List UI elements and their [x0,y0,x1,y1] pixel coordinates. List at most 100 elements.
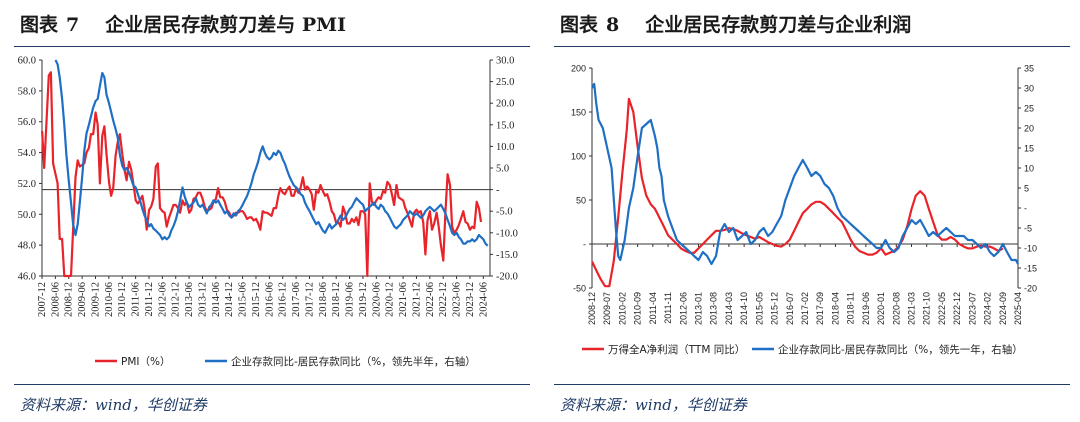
x-tick-label: 2014-03 [724,292,734,325]
x-tick-label: 2013-01 [694,292,704,325]
right-tick-label: 35 [1024,64,1034,74]
x-tick-label: 2025-04 [1013,292,1023,325]
x-tick-label: 2013-12 [197,282,208,317]
left-tick-label: 200 [571,64,586,74]
left-tick-label: 50 [576,196,586,206]
right-tick-label: -20.0 [496,272,518,283]
x-tick-label: 2022-06 [425,282,436,317]
right-tick-label: 15 [1024,144,1034,154]
x-tick-label: 2015-06 [238,282,249,317]
right-tick-label: 20.0 [496,99,514,110]
figure-7-number: 7 [66,14,80,36]
x-tick-label: 2016-12 [278,282,289,317]
x-tick-label: 2020-01 [876,292,886,325]
right-tick-label: -5 [1024,224,1032,234]
x-tick-label: 2013-06 [184,282,195,317]
figure-7-prefix: 图表 [20,14,59,36]
figure-8-top-rule [554,46,1070,47]
left-tick-label: 48.0 [18,241,36,252]
x-tick-label: 2008-06 [50,282,61,317]
figure-8-chart: -50-50100150200-20-15-10-5-5101520253035… [571,64,1037,357]
left-tick-label: - [583,240,586,250]
left-tick-label: 58.0 [18,86,36,97]
x-tick-label: 2007-12 [37,282,48,317]
right-tick-label: -5.0 [496,207,513,218]
x-tick-label: 2011-04 [648,292,658,324]
figure-8-title: 图表 8 企业居民存款剪刀差与企业利润 [560,10,911,37]
x-tick-label: 2008-12 [587,292,597,325]
x-tick-label: 2009-07 [602,292,612,325]
figure-8-title-text: 企业居民存款剪刀差与企业利润 [645,14,912,36]
right-tick-label: 10 [1024,164,1034,174]
figure-7-title: 图表 7 企业居民存款剪刀差与 PMI [20,10,346,37]
right-tick-label: -20 [1024,284,1037,294]
right-tick-label: -15.0 [496,250,518,261]
x-tick-label: 2020-12 [385,282,396,317]
right-tick-label: 5.0 [496,164,509,175]
figure-7-chart: 46.048.050.052.054.056.058.060.0-20.0-15… [18,56,518,369]
x-tick-label: 2014-10 [739,292,749,325]
left-tick-label: 54.0 [18,148,36,159]
x-tick-label: 2017-12 [304,282,315,317]
x-tick-label: 2010-09 [633,292,643,325]
x-tick-label: 2024-09 [998,292,1008,325]
series-line-spread [591,82,1019,266]
x-tick-label: 2011-12 [144,282,155,317]
x-tick-label: 2015-12 [251,282,262,317]
x-tick-label: 2013-08 [709,292,719,325]
x-tick-label: 2016-07 [785,292,795,325]
left-tick-label: 52.0 [18,179,36,190]
x-tick-label: 2018-06 [318,282,329,317]
x-tick-label: 2023-12 [465,282,476,317]
x-tick-label: 2022-05 [937,292,947,325]
legend-label: 万得全A净利润（TTM 同比） [608,343,745,356]
right-tick-label: - [1024,204,1027,214]
figure-7-bottom-rule [14,384,530,385]
x-tick-label: 2019-06 [345,282,356,317]
figure-7-title-text: 企业居民存款剪刀差与 PMI [105,14,347,36]
figure-8-source: 资料来源：wind，华创证券 [560,396,747,414]
series-line-spread [54,59,489,247]
figure-7-panel: 图表 7 企业居民存款剪刀差与 PMI 46.0 48.0 50.0 52.0 54.0 56… [14,10,530,414]
series-line-primary [591,97,1004,288]
x-tick-label: 2020-06 [371,282,382,317]
x-tick-label: 2010-02 [617,292,627,325]
right-tick-label: 30.0 [496,56,514,67]
x-tick-label: 2017-06 [291,282,302,317]
x-tick-label: 2014-12 [224,282,235,317]
x-tick-label: 2022-12 [438,282,449,317]
x-tick-label: 2011-11 [663,292,673,324]
left-tick-label: 50.0 [18,210,36,221]
x-tick-label: 2022-12 [952,292,962,325]
right-tick-label: 5 [1024,184,1029,194]
right-tick-label: -15 [1024,264,1037,274]
x-tick-label: 2018-11 [846,292,856,324]
figure-8-panel: 图表 8 企业居民存款剪刀差与企业利润 -50-50 100 150 200 -20 -15-… [540,0,1080,422]
left-tick-label: -50 [573,284,586,294]
left-tick-label: 56.0 [18,117,36,128]
x-tick-label: 2017-02 [800,292,810,325]
figure-7-source: 资料来源：wind，华创证券 [20,396,207,414]
right-tick-label: 15.0 [496,120,514,131]
right-tick-label: -10.0 [496,228,518,239]
legend-label: 企业存款同比-居民存款同比（%，领先半年，右轴） [231,355,476,368]
x-tick-label: 2014-06 [211,282,222,317]
x-tick-label: 2008-12 [64,282,75,317]
x-tick-label: 2018-04 [830,292,840,325]
x-tick-label: 2021-03 [907,292,917,325]
x-tick-label: 2018-12 [331,282,342,317]
x-tick-label: 2012-12 [171,282,182,317]
figure-8-prefix: 图表 [560,14,599,36]
x-tick-label: 2012-06 [678,292,688,325]
x-tick-label: 2015-05 [754,292,764,325]
left-tick-label: 46.0 [18,272,36,283]
x-tick-label: 2021-12 [411,282,422,317]
x-tick-label: 2010-06 [104,282,115,317]
x-tick-label: 2020-08 [891,292,901,325]
left-tick-label: 100 [571,152,586,162]
x-tick-label: 2024-02 [983,292,993,325]
x-tick-label: 2016-06 [264,282,275,317]
figure-8-number: 8 [606,14,620,36]
figure-7-top-rule [14,46,530,47]
right-tick-label: 30 [1024,84,1034,94]
